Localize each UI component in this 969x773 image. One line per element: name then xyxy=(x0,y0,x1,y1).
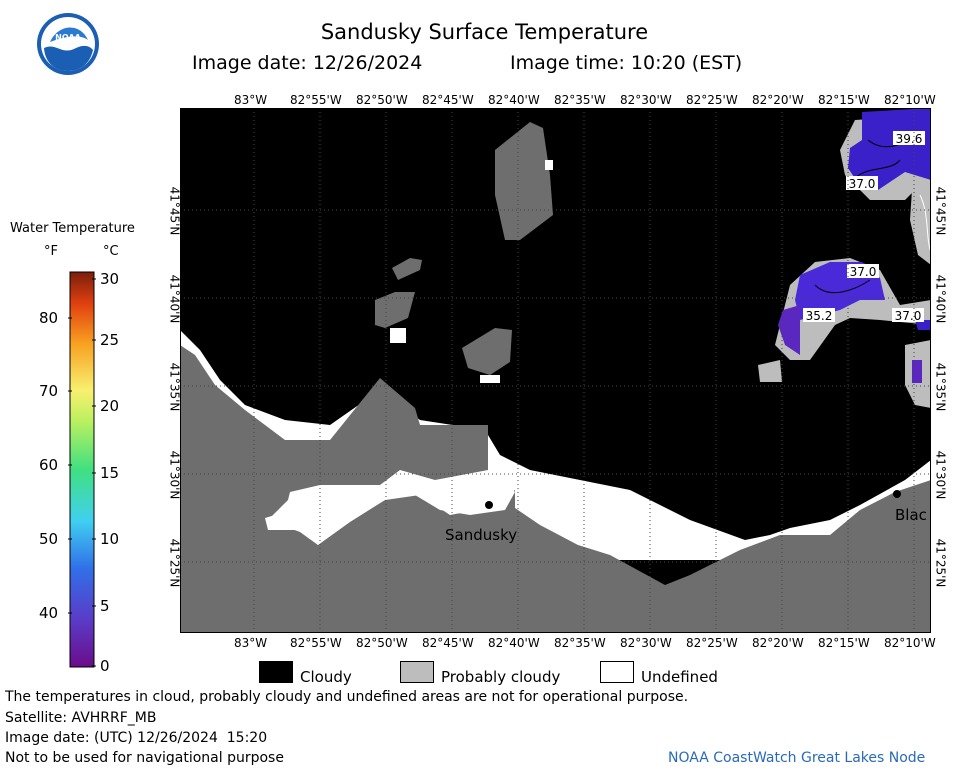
footer-disclaimer: The temperatures in cloud, probably clou… xyxy=(5,689,689,705)
blac-marker xyxy=(893,490,901,498)
undefined-patch xyxy=(480,375,500,383)
scale-unit-c: °C xyxy=(103,244,119,259)
scale-c-label: 30 xyxy=(100,270,120,288)
sandusky-marker xyxy=(485,501,493,509)
contour-label: 35.2 xyxy=(803,308,835,323)
scale-c-label: 0 xyxy=(100,657,110,675)
lon-label: 82°25'W xyxy=(686,93,738,107)
lon-label: 82°40'W xyxy=(488,636,540,650)
sandusky-bay xyxy=(268,472,515,545)
lon-label: 82°35'W xyxy=(554,93,606,107)
svg-text:37.0: 37.0 xyxy=(849,177,876,191)
contour-label: 37.0 xyxy=(892,308,924,323)
image-time: Image time: 10:20 (EST) xyxy=(510,52,743,74)
cold-water-patch xyxy=(912,360,922,383)
scale-f-label: 80 xyxy=(39,309,59,327)
scale-f-label: 60 xyxy=(39,456,59,474)
legend-label-undefined: Undefined xyxy=(641,668,718,686)
blac-label: Blac xyxy=(895,506,927,524)
probably-cloudy-patch xyxy=(758,360,782,382)
probably-cloudy-patch xyxy=(392,258,422,280)
page-title: Sandusky Surface Temperature xyxy=(320,20,649,44)
lon-label: 82°15'W xyxy=(818,93,870,107)
scale-c-label: 15 xyxy=(100,464,120,482)
noaa-logo: NOAA xyxy=(37,13,99,75)
sandusky-label: Sandusky xyxy=(445,526,517,544)
lon-label: 83°W xyxy=(234,93,268,107)
scale-unit-f: °F xyxy=(44,244,58,259)
contour-line xyxy=(814,279,871,294)
lat-label: 41°30'N xyxy=(933,450,948,500)
scale-c-label: 10 xyxy=(100,530,120,548)
lon-label: 82°25'W xyxy=(686,636,738,650)
footer-credit: NOAA CoastWatch Great Lakes Node xyxy=(668,750,926,766)
svg-text:37.0: 37.0 xyxy=(850,265,877,279)
lat-label: 41°25'N xyxy=(933,538,948,588)
undefined-patch xyxy=(545,160,553,170)
contour-label: 39.6 xyxy=(893,131,925,146)
footer-utc-date: Image date: (UTC) 12/26/2024 15:20 xyxy=(5,730,268,746)
lon-label: 82°10'W xyxy=(884,93,936,107)
lat-label: 41°40'N xyxy=(933,274,948,324)
legend-label-cloudy: Cloudy xyxy=(300,668,352,686)
legend-swatch-undefined xyxy=(600,661,634,683)
lon-label: 82°40'W xyxy=(488,93,540,107)
probably-cloudy-patch xyxy=(910,180,931,265)
color-scale-bar xyxy=(68,271,96,668)
land-area xyxy=(180,345,931,633)
lon-label: 82°35'W xyxy=(554,636,606,650)
probably-cloudy-patch xyxy=(462,328,512,375)
lon-label: 82°20'W xyxy=(752,636,804,650)
svg-text:39.6: 39.6 xyxy=(896,132,923,146)
probably-cloudy-patch xyxy=(495,122,553,240)
scale-title: Water Temperature xyxy=(10,221,135,236)
scale-f-label: 50 xyxy=(39,530,59,548)
contour-line xyxy=(854,159,901,179)
lon-label: 82°45'W xyxy=(422,93,474,107)
cold-water-patch xyxy=(848,108,931,190)
scale-c-label: 25 xyxy=(100,331,120,349)
probably-cloudy-patch xyxy=(375,292,415,328)
map-panel: 39.6 37.0 37.0 35.2 37.0 Sandusky xyxy=(180,108,931,633)
contour-label: 37.0 xyxy=(846,176,878,191)
cold-water-patch xyxy=(915,320,931,330)
legend-label-probably-cloudy: Probably cloudy xyxy=(441,668,561,686)
lon-label: 82°50'W xyxy=(356,93,408,107)
lat-label: 41°45'N xyxy=(933,186,948,236)
scale-c-label: 5 xyxy=(100,597,110,615)
noaa-logo-text: NOAA xyxy=(55,33,81,42)
image-date: Image date: 12/26/2024 xyxy=(192,52,423,74)
lon-label: 82°55'W xyxy=(290,636,342,650)
lon-label: 82°20'W xyxy=(752,93,804,107)
lon-label: 82°10'W xyxy=(884,636,936,650)
svg-text:37.0: 37.0 xyxy=(895,309,922,323)
scale-f-label: 40 xyxy=(39,604,59,622)
lon-label: 82°15'W xyxy=(818,636,870,650)
lat-label: 41°35'N xyxy=(933,362,948,412)
lon-label: 82°55'W xyxy=(290,93,342,107)
lon-label: 82°50'W xyxy=(356,636,408,650)
legend-swatch-cloudy xyxy=(259,661,293,683)
lon-label: 82°30'W xyxy=(620,636,672,650)
svg-text:35.2: 35.2 xyxy=(806,309,833,323)
legend-swatch-probably-cloudy xyxy=(400,661,434,683)
lon-label: 82°45'W xyxy=(422,636,474,650)
scale-c-label: 20 xyxy=(100,397,120,415)
footer-satellite: Satellite: AVHRRF_MB xyxy=(5,710,157,726)
lon-label: 82°30'W xyxy=(620,93,672,107)
cold-water-patch xyxy=(778,305,800,355)
lon-label: 83°W xyxy=(234,636,268,650)
footer-nav-warning: Not to be used for navigational purpose xyxy=(5,750,284,766)
scale-f-label: 70 xyxy=(39,382,59,400)
contour-label: 37.0 xyxy=(847,264,879,279)
undefined-patch xyxy=(390,328,406,343)
